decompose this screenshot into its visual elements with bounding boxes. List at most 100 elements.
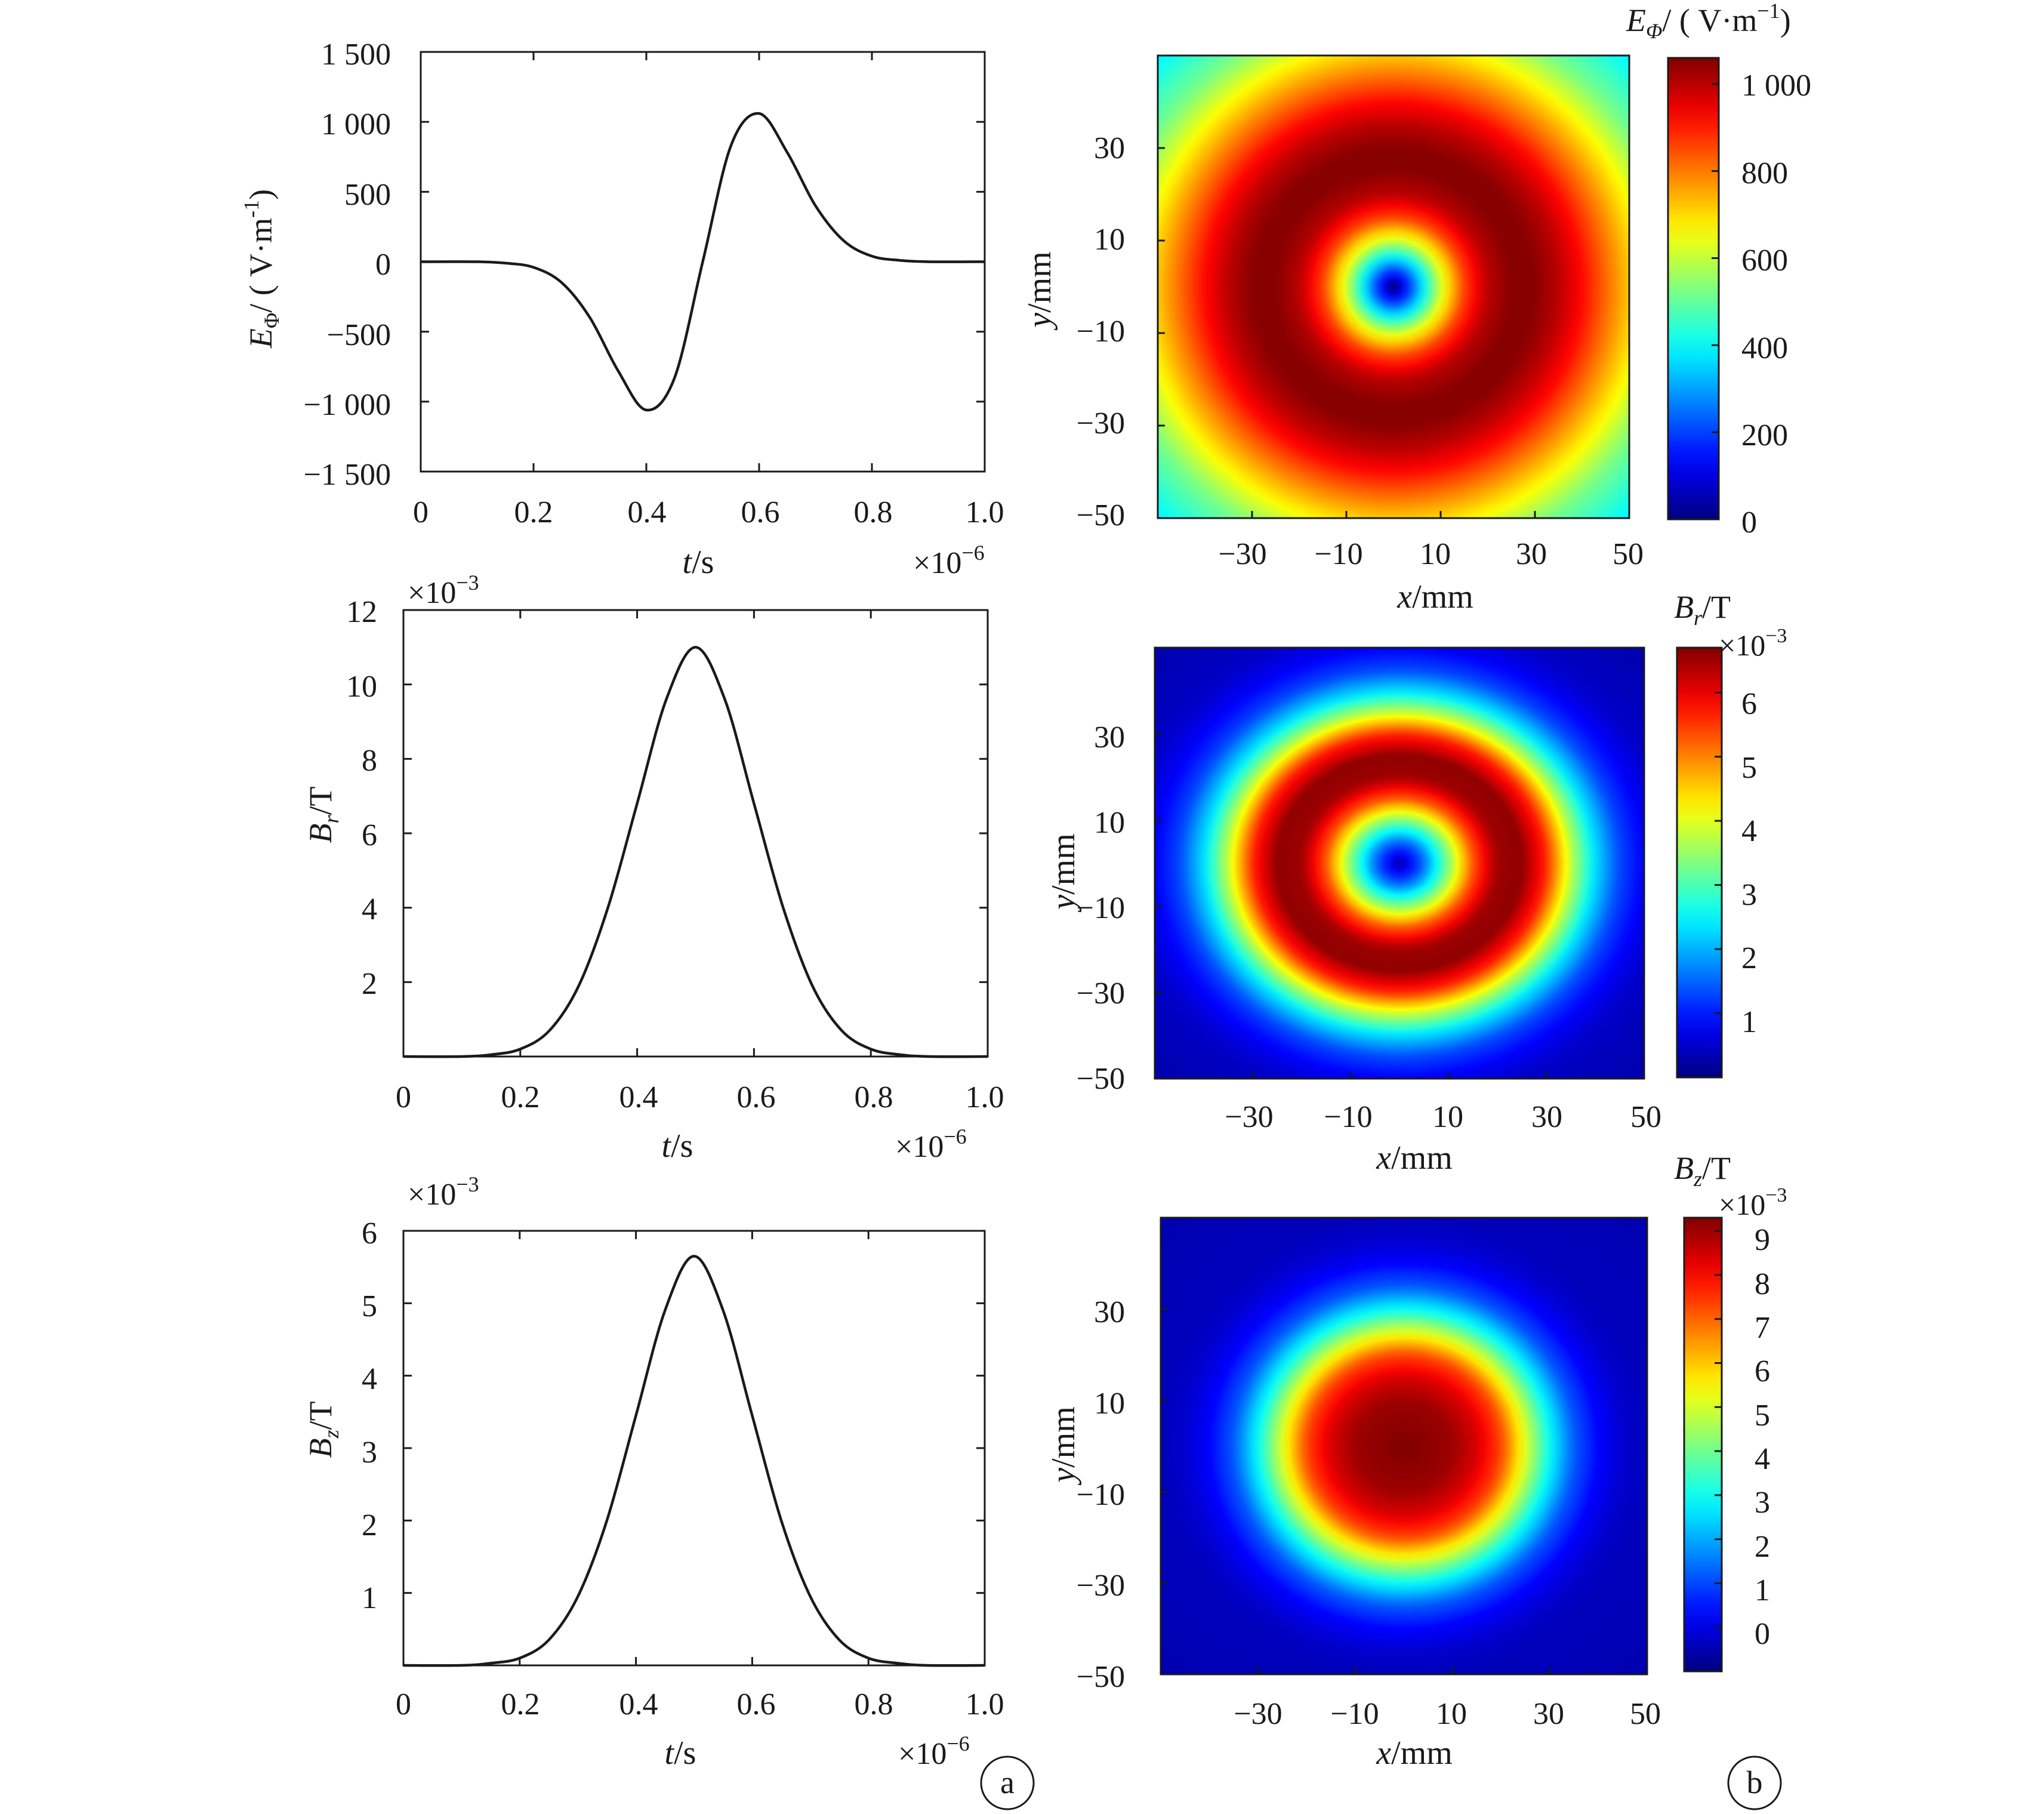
colorbar-tick-label: 800 xyxy=(1741,156,1788,190)
y-tick-label: 10 xyxy=(1094,806,1125,840)
br-time-plot: ×10−3 12 10 8 6 4 2 0 0.2 0.4 0.6 0.8 1.… xyxy=(303,571,1004,1165)
y-tick-label: −50 xyxy=(1077,1660,1125,1694)
heatmap-field xyxy=(1161,1218,1647,1674)
y-tick-label: −500 xyxy=(327,318,391,352)
ephi-time-plot: 1 500 1 000 500 0 −500 −1 000 −1 500 0 0… xyxy=(239,38,1004,581)
x-tick-label: 10 xyxy=(1432,1100,1463,1134)
ephi-colorbar-tick-labels: 1 000 800 600 400 200 0 xyxy=(1741,69,1811,540)
bz-time-x-tick-labels: 0 0.2 0.4 0.6 0.8 1.0 xyxy=(396,1687,1004,1721)
y-tick-label: 1 xyxy=(362,1581,377,1615)
bz-time-plot: ×10−3 6 5 4 3 2 1 0 0.2 0.4 0.6 0.8 1.0 … xyxy=(303,1172,1004,1772)
y-tick-label: 1 000 xyxy=(321,107,391,141)
y-tick-label: 5 xyxy=(362,1289,377,1323)
y-tick-label: 12 xyxy=(346,595,377,629)
bz-map-x-axis-label: x/mm xyxy=(1376,1735,1453,1772)
y-tick-label: 2 xyxy=(362,1508,377,1542)
x-tick-label: 30 xyxy=(1531,1100,1562,1134)
x-tick-label: 0.8 xyxy=(855,1687,893,1721)
x-tick-label: 50 xyxy=(1630,1100,1661,1134)
y-tick-label: 6 xyxy=(362,1216,377,1251)
y-tick-label: 1 500 xyxy=(321,38,391,72)
colorbar-tick-label: 3 xyxy=(1741,878,1757,912)
y-tick-label: 0 xyxy=(375,248,391,282)
panel-label-a-text: a xyxy=(1000,1764,1015,1800)
y-tick-label: 30 xyxy=(1094,720,1125,754)
x-tick-label: 0.8 xyxy=(854,495,893,529)
br-time-x-axis-label: t/s xyxy=(662,1128,693,1165)
colorbar-tick-label: 2 xyxy=(1741,941,1757,975)
y-tick-label: 4 xyxy=(362,1362,377,1396)
ephi-map-y-axis-label: y/mm xyxy=(1021,251,1058,331)
colorbar-tick-label: 1 000 xyxy=(1741,69,1811,103)
y-tick-label: −30 xyxy=(1077,977,1125,1011)
colorbar-tick-label: 600 xyxy=(1741,244,1788,278)
br-map-y-tick-labels: 30 10 −10 −30 −50 xyxy=(1077,720,1125,1096)
colorbar xyxy=(1676,646,1723,1079)
x-tick-label: 30 xyxy=(1533,1697,1564,1731)
y-tick-label: −50 xyxy=(1077,1062,1125,1096)
series-line xyxy=(403,646,988,1058)
x-tick-label: 1.0 xyxy=(966,495,1004,529)
x-tick-label: −10 xyxy=(1330,1697,1379,1731)
colorbar-tick-label: 4 xyxy=(1741,814,1757,848)
colorbar-tick-label: 0 xyxy=(1741,506,1757,540)
x-tick-label: 0.4 xyxy=(619,1687,658,1721)
series-line xyxy=(420,112,985,412)
y-tick-label: −10 xyxy=(1077,315,1125,349)
br-colorbar-tick-labels: 6 5 4 3 2 1 xyxy=(1741,687,1757,1039)
y-tick-label: 6 xyxy=(362,818,377,852)
colorbar-tick-label: 3 xyxy=(1755,1486,1770,1520)
bz-colorbar-tick-labels: 9 8 7 6 5 4 3 2 1 0 xyxy=(1755,1223,1770,1651)
br-colorbar-multiplier: ×10−3 xyxy=(1719,625,1787,662)
bz-map-y-axis-label: y/mm xyxy=(1045,1406,1082,1486)
y-tick-label: 4 xyxy=(362,892,377,926)
heatmap-image xyxy=(1155,648,1644,1079)
colorbar-tick-label: 4 xyxy=(1755,1442,1770,1476)
x-tick-label: 0.6 xyxy=(737,1080,776,1114)
x-tick-label: 1.0 xyxy=(966,1080,1004,1114)
y-tick-label: −30 xyxy=(1077,1569,1125,1603)
x-tick-label: 10 xyxy=(1420,537,1451,571)
bz-time-x-axis-label: t/s xyxy=(665,1735,696,1772)
y-tick-label: 8 xyxy=(362,744,377,778)
br-colorbar-title: Br/T xyxy=(1674,589,1731,630)
bz-map-x-tick-labels: −30 −10 10 30 50 xyxy=(1234,1697,1661,1731)
x-tick-label: 0.4 xyxy=(628,495,667,529)
x-tick-label: 0.2 xyxy=(501,1687,540,1721)
series-line xyxy=(403,1255,985,1667)
panel-label-b-text: b xyxy=(1747,1764,1763,1800)
heatmap-frame xyxy=(1160,1216,1648,1676)
x-tick-label: 0 xyxy=(396,1687,411,1721)
colorbar-tick-label: 2 xyxy=(1755,1530,1770,1564)
br-map-y-axis-label: y/mm xyxy=(1045,833,1082,913)
colorbar-tick-label: 9 xyxy=(1755,1223,1770,1257)
x-tick-label: 0.2 xyxy=(514,495,553,529)
colorbar-tick-label: 5 xyxy=(1755,1399,1770,1433)
y-tick-label: −1 500 xyxy=(304,458,391,492)
x-tick-label: −10 xyxy=(1324,1100,1372,1134)
x-tick-label: 0.2 xyxy=(501,1080,540,1114)
br-time-y-tick-labels: 12 10 8 6 4 2 xyxy=(346,595,377,1001)
ephi-time-y-axis-label: EΦ/ ( V·m-1) xyxy=(239,189,283,349)
br-time-x-tick-labels: 0 0.2 0.4 0.6 0.8 1.0 xyxy=(396,1080,1004,1114)
ephi-time-x-axis-label: t/s xyxy=(683,544,714,581)
x-tick-label: 0 xyxy=(396,1080,411,1114)
ephi-map-x-axis-label: x/mm xyxy=(1396,578,1473,615)
colorbar xyxy=(1683,1216,1723,1673)
heatmap-image xyxy=(1158,56,1629,518)
y-tick-label: 10 xyxy=(1094,223,1125,257)
x-tick-label: 50 xyxy=(1613,537,1644,571)
y-tick-label: −10 xyxy=(1077,1478,1125,1512)
br-time-y-multiplier: ×10−3 xyxy=(408,571,479,610)
colorbar-tick-label: 6 xyxy=(1741,687,1757,721)
colorbar-tick-label: 6 xyxy=(1755,1354,1770,1388)
x-tick-label: 0.6 xyxy=(741,495,780,529)
x-tick-label: −10 xyxy=(1314,537,1362,571)
bz-colorbar-title: Bz/T xyxy=(1674,1150,1731,1191)
heatmap-frame xyxy=(1157,54,1630,519)
colorbar-tick-label: 5 xyxy=(1741,751,1757,785)
br-time-x-multiplier: ×10−6 xyxy=(895,1125,967,1164)
y-tick-label: −1 000 xyxy=(304,388,391,422)
bz-time-y-multiplier: ×10−3 xyxy=(408,1172,479,1212)
